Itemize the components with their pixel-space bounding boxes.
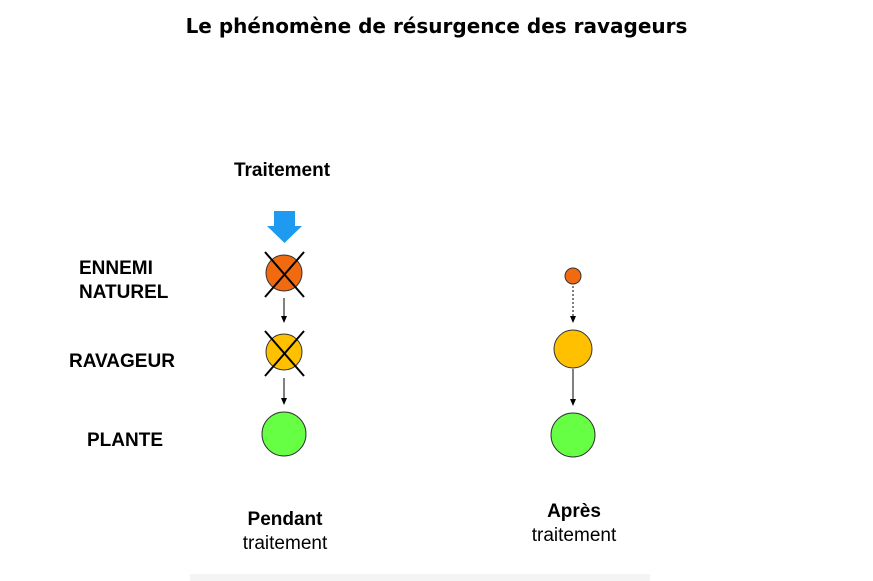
level-label-plante: PLANTE: [87, 430, 163, 451]
plante-node-during: [261, 411, 307, 457]
caption-during-sub: traitement: [242, 533, 328, 554]
caption-after: Après traitement: [503, 500, 645, 548]
page-title: Le phénomène de résurgence des ravageurs: [185, 14, 688, 38]
treatment-arrow-icon: [267, 211, 302, 243]
footer-divider: [190, 574, 650, 581]
treatment-label: Traitement: [233, 160, 331, 181]
cross-ravageur-icon: [264, 330, 305, 377]
cross-ennemi-icon: [264, 251, 305, 298]
caption-during-title: Pendant: [247, 509, 323, 530]
ennemi-line1: ENNEMI: [79, 258, 153, 279]
level-label-ravageur: RAVAGEUR: [69, 351, 175, 372]
level-label-ennemi: ENNEMI NATUREL: [79, 257, 168, 305]
plante-node-after: [550, 412, 596, 458]
caption-during: Pendant traitement: [214, 508, 356, 556]
ennemi-node-after: [564, 267, 582, 285]
ennemi-line2: NATUREL: [79, 282, 169, 303]
caption-after-sub: traitement: [531, 525, 617, 546]
ravageur-node-after: [553, 329, 593, 369]
caption-after-title: Après: [547, 501, 601, 522]
